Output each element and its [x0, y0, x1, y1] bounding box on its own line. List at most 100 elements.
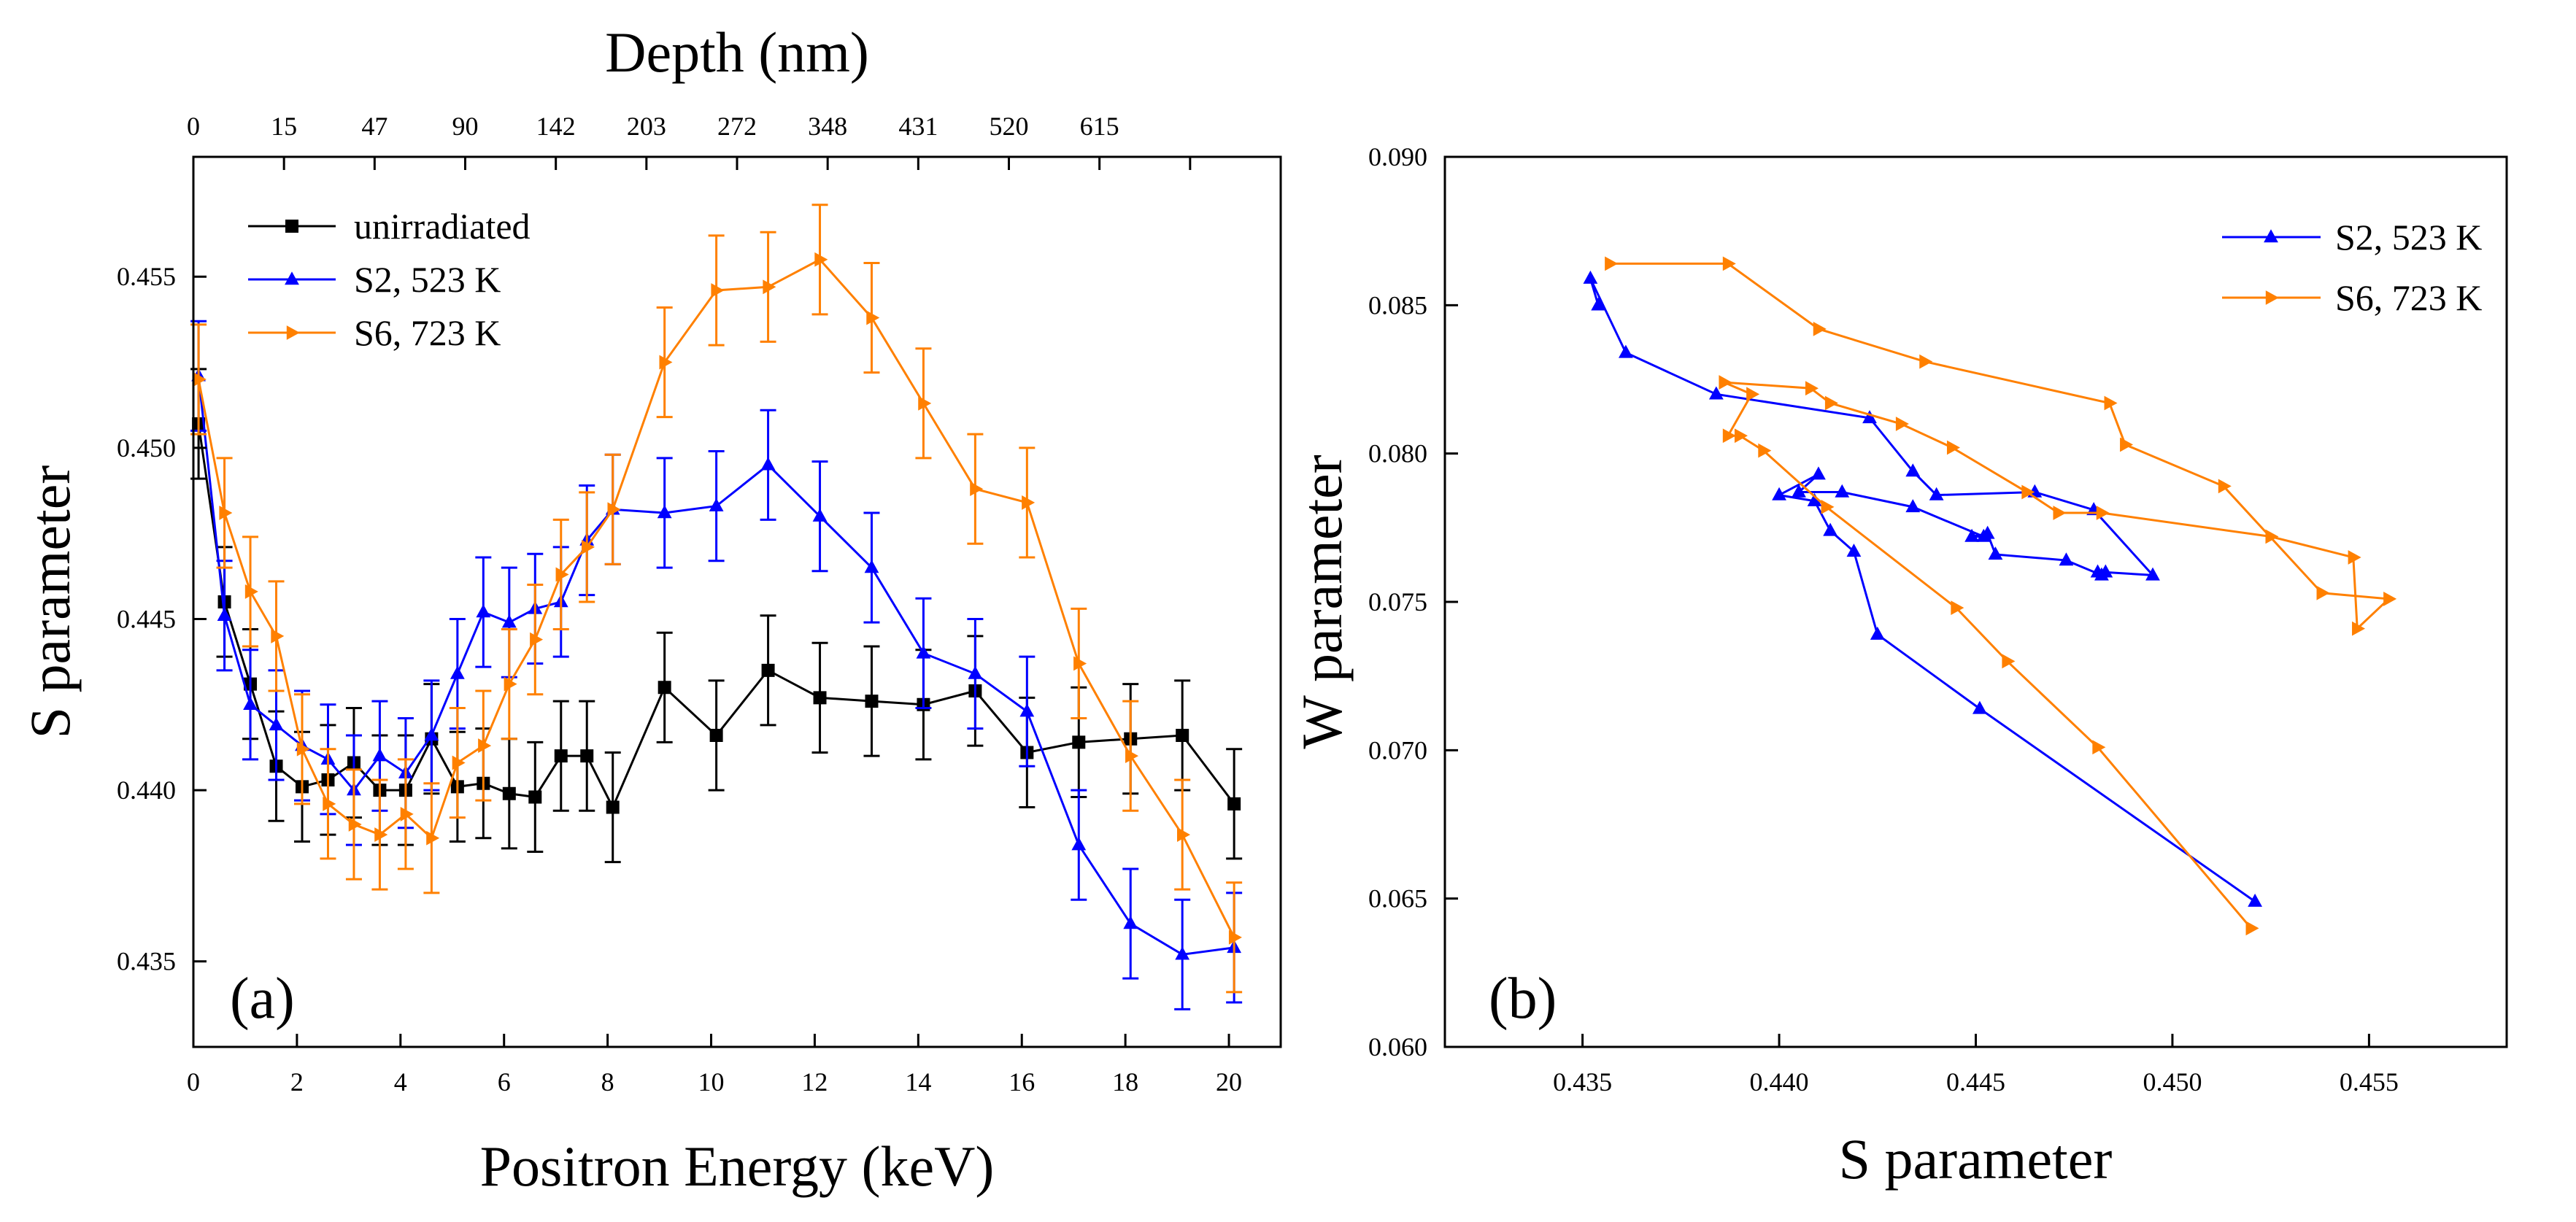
panel-b-series-0-point-24	[1862, 410, 1877, 424]
panel-b-series-1-point-22	[2218, 479, 2232, 494]
panel-b-series-1-point-8	[1746, 387, 1760, 402]
panel-b-series-1-point-5	[1758, 443, 1772, 458]
panel-a-series-2-point-1	[219, 506, 233, 520]
panel-a-y-tick-label-4: 0.455	[117, 262, 176, 291]
panel-b-x-axis: 0.435 0.440 0.445 0.450 0.455	[1553, 1034, 2399, 1097]
panel-b-series-1-point-20	[2383, 592, 2397, 606]
panel-a-series-1-point-17	[657, 505, 672, 519]
panel-a-series-2-point-20	[814, 252, 828, 267]
panel-a-top-tick-label-0: 0	[187, 112, 200, 141]
panel-a-legend-marker-2	[286, 325, 300, 340]
panel-a-legend-marker-0	[285, 220, 298, 233]
panel-b-series-1-point-18	[2348, 550, 2361, 565]
panel-b-series-1	[1605, 256, 2397, 936]
panel-b-x-tick-label-1: 0.440	[1750, 1067, 1809, 1097]
panel-a-top-axis-title: Depth (nm)	[605, 20, 869, 84]
panel-a-y-tick-label-2: 0.445	[117, 604, 176, 633]
panel-a-series-2-point-27	[1176, 827, 1190, 842]
panel-b-series-1-point-27	[1722, 256, 1736, 271]
panel-b-y-tick-label-2: 0.070	[1368, 735, 1427, 765]
panel-b-letter: (b)	[1489, 967, 1557, 1031]
panel-a-series-0-point-16	[606, 800, 620, 814]
panel-a-series-2-point-17	[659, 355, 673, 370]
panel-b-y-axis-title: W parameter	[1290, 455, 1354, 749]
panel-a-series-0-point-14	[554, 749, 568, 763]
panel-a-top-tick-label-6: 272	[717, 112, 757, 141]
panel-a-series-0-point-27	[1176, 729, 1189, 742]
panel-b-y-tick-label-1: 0.065	[1368, 884, 1427, 913]
panel-b-series-1-line	[1610, 262, 2391, 929]
panel-a-x-tick-label-3: 6	[498, 1067, 511, 1097]
panel-a-series-2-point-18	[711, 283, 725, 298]
panel-a-y-tick-label-3: 0.450	[117, 433, 176, 463]
panel-a-series-2-point-6	[348, 817, 362, 832]
panel-a-x-tick-label-10: 20	[1216, 1067, 1242, 1097]
panel-b-series-1-point-19	[2352, 621, 2366, 636]
panel-a-series-2-point-0	[193, 372, 207, 387]
panel-b-series-0-point-9	[1835, 484, 1850, 498]
panel-b-series-0-point-13	[1980, 525, 1995, 539]
panel-a-series-2-point-14	[555, 567, 569, 582]
panel-a-top-tick-label-5: 203	[627, 112, 666, 141]
panel-a-series-2	[190, 204, 1243, 994]
panel-b-series-0-point-2	[1870, 626, 1885, 640]
panel-b-series-0-point-18	[2098, 564, 2113, 578]
panel-a-series-0-point-19	[761, 663, 775, 677]
panel-a-series-2-point-7	[374, 827, 388, 842]
panel-b-legend-marker-0	[2264, 229, 2278, 243]
panel-b-series-0-point-7	[1811, 466, 1826, 480]
panel-b-series-1-point-24	[2104, 395, 2118, 411]
panel-a-series-0-point-13	[528, 790, 542, 804]
panel-a-top-tick-label-7: 348	[808, 112, 847, 141]
panel-b-x-tick-label-2: 0.445	[1946, 1067, 2005, 1097]
panel-a-series-2-point-22	[918, 395, 932, 411]
panel-b-legend-label-0: S2, 523 K	[2335, 217, 2482, 258]
panel-a-series-2-point-5	[323, 796, 336, 811]
panel-a-series-2-point-11	[478, 738, 492, 753]
panel-b-series-1-point-2	[2002, 654, 2016, 669]
panel-a-y-axis-title: S parameter	[18, 465, 82, 739]
panel-a-series-2-point-2	[244, 584, 258, 599]
panel-a-x-tick-label-6: 12	[801, 1067, 828, 1097]
panel-b-series-1-point-11	[1824, 395, 1838, 411]
panel-a-series-2-point-8	[400, 807, 414, 821]
panel-a-data-layer	[190, 204, 1243, 1010]
panel-b-series-1-point-1	[2092, 740, 2106, 755]
panel-a-series-2-point-24	[1022, 495, 1036, 510]
panel-b-y-tick-label-5: 0.085	[1368, 290, 1427, 320]
panel-a-series-1-point-25	[1071, 837, 1087, 851]
panel-a-x-tick-label-4: 8	[601, 1067, 614, 1097]
panel-a-x-tick-label-9: 18	[1112, 1067, 1138, 1097]
panel-a-letter: (a)	[230, 967, 295, 1031]
panel-a-series-1-point-22	[916, 645, 931, 659]
panel-b-series-1-point-28	[1605, 256, 1619, 271]
panel-a-series-1-point-9	[424, 727, 439, 741]
panel-b-series-0-point-12	[1964, 528, 1980, 542]
panel-a-legend-label-2: S6, 723 K	[354, 312, 501, 353]
panel-b-series-0-point-1	[1972, 700, 1987, 714]
panel-a-series-2-point-25	[1073, 656, 1087, 671]
panel-a-series-2-point-21	[866, 310, 880, 325]
panel-b-y-tick-label-4: 0.080	[1368, 439, 1427, 468]
panel-b-series-0-point-5	[1807, 492, 1822, 506]
panel-a-y-tick-label-0: 0.435	[117, 947, 176, 976]
panel-b-series-1-point-6	[1734, 428, 1748, 444]
panel-b-x-tick-label-4: 0.455	[2340, 1067, 2399, 1097]
panel-a-series-1-point-19	[760, 457, 776, 471]
panel-a-x-tick-label-8: 16	[1009, 1067, 1035, 1097]
panel-a-x-tick-label-7: 14	[905, 1067, 931, 1097]
panel-b-x-axis-title: S parameter	[1839, 1127, 2113, 1191]
panel-b-series-0-point-23	[1905, 463, 1921, 477]
panel-a-series-1-point-23	[968, 665, 983, 679]
panel-b-series-0-point-10	[1905, 499, 1921, 513]
panel-a-series-2-point-4	[296, 741, 310, 757]
panel-a-series-0	[190, 368, 1243, 864]
panel-a-x-tick-label-1: 2	[290, 1067, 304, 1097]
panel-b-series-1-point-7	[1722, 428, 1736, 444]
panel-a-series-1-point-18	[709, 498, 724, 511]
panel-b-series-1-point-17	[2265, 529, 2279, 544]
panel-b-series-1-point-25	[1919, 354, 1933, 369]
panel-a-top-tick-label-8: 431	[898, 112, 938, 141]
panel-a-legend-label-1: S2, 523 K	[354, 259, 501, 300]
